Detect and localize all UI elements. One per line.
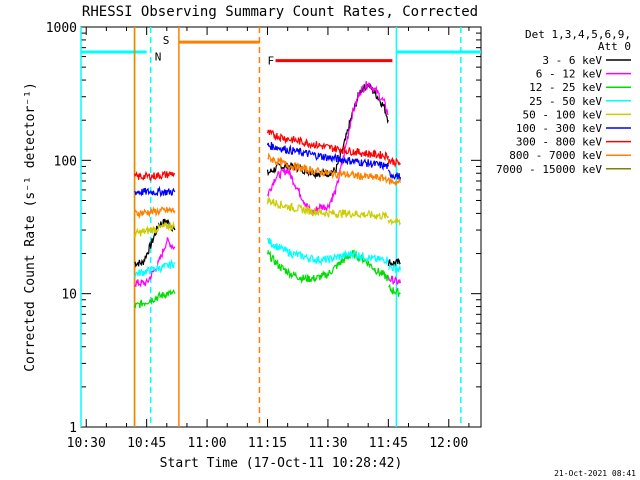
x-tick-label: 10:30 <box>67 436 106 451</box>
flag-label: N <box>155 51 162 64</box>
y-tick-label: 10 <box>61 288 77 303</box>
chart-title: RHESSI Observing Summary Count Rates, Co… <box>82 4 478 20</box>
x-tick-label: 11:30 <box>308 436 347 451</box>
legend-label-25-50-kev: 25 - 50 keV <box>529 95 602 108</box>
flag-label: S <box>163 34 170 47</box>
legend-label-300-800-kev: 300 - 800 keV <box>516 136 602 149</box>
y-axis-label: Corrected Count Rate (s⁻¹ detector⁻¹) <box>23 82 38 372</box>
series-100-300-kev <box>387 169 401 181</box>
x-tick-label: 11:00 <box>188 436 227 451</box>
y-tick-label: 1 <box>69 421 77 436</box>
x-tick-label: 11:15 <box>248 436 287 451</box>
x-tick-label: 11:45 <box>369 436 408 451</box>
observing-flags: NS F <box>80 27 481 427</box>
legend-label-100-300-kev: 100 - 300 keV <box>516 122 602 135</box>
legend-header: Att 0 <box>598 40 631 53</box>
series-layer <box>134 81 401 309</box>
series-100-300-kev <box>134 185 176 198</box>
x-tick-label: 12:00 <box>429 436 468 451</box>
legend-label-6-12-kev: 6 - 12 keV <box>536 68 603 81</box>
y-axis: 1 10 100 1000 <box>46 21 481 436</box>
series-6-12-kev <box>387 275 401 286</box>
plot-frame <box>80 26 482 428</box>
x-axis-label: Start Time (17-Oct-11 10:28:42) <box>160 456 403 471</box>
legend-label-50-100-kev: 50 - 100 keV <box>523 108 603 121</box>
series-6-12-kev <box>266 81 389 217</box>
series-12-25-kev <box>134 288 176 309</box>
series-12-25-kev <box>388 283 401 297</box>
x-tick-label: 10:45 <box>127 436 166 451</box>
footer-date: 21-Oct-2021 08:41 <box>554 469 636 478</box>
legend-label-7000-15000-kev: 7000 - 15000 keV <box>496 163 602 176</box>
series-50-100-kev <box>134 220 176 238</box>
series-300-800-kev <box>134 170 176 182</box>
series-50-100-kev <box>266 196 389 221</box>
series-800-7000-kev <box>134 206 176 220</box>
series-25-50-kev <box>387 263 401 273</box>
series-3-6-kev <box>134 218 176 268</box>
legend-label-12-25-kev: 12 - 25 keV <box>529 81 602 94</box>
series-25-50-kev <box>266 238 389 266</box>
x-axis: 10:30 10:45 11:00 11:15 11:30 11:45 12:00 <box>67 27 470 451</box>
y-tick-label: 1000 <box>46 21 77 36</box>
series-100-300-kev <box>266 142 389 171</box>
legend-label-3-6-kev: 3 - 6 keV <box>542 54 602 67</box>
series-300-800-kev <box>266 129 389 162</box>
y-tick-label: 100 <box>54 154 77 169</box>
series-800-7000-kev <box>267 152 389 185</box>
series-800-7000-kev <box>387 177 401 186</box>
flag-label: F <box>268 55 275 68</box>
series-300-800-kev <box>387 156 401 168</box>
legend-label-800-7000-kev: 800 - 7000 keV <box>509 149 602 162</box>
series-25-50-kev <box>134 258 176 278</box>
legend-header: Det 1,3,4,5,6,9, <box>525 28 631 41</box>
series-50-100-kev <box>387 216 401 227</box>
